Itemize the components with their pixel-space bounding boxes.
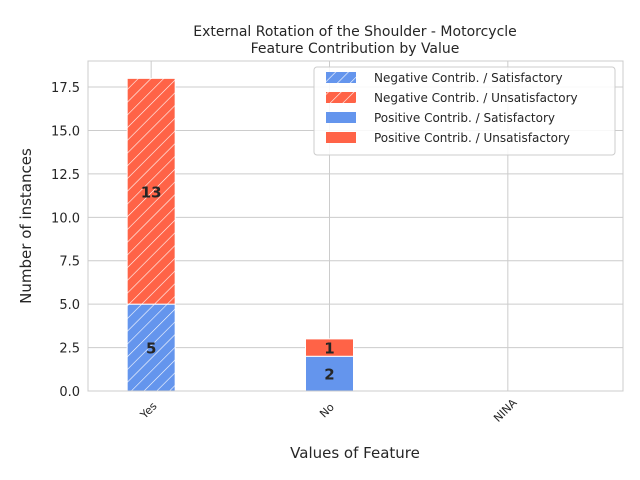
chart-title: External Rotation of the Shoulder - Moto… [193,24,517,40]
y-axis-label: Number of instances [17,148,35,304]
legend-label: Positive Contrib. / Unsatisfactory [374,131,570,145]
bar-hatch [127,78,176,305]
legend-label: Negative Contrib. / Satisfactory [374,71,563,85]
y-tick-label: 5.0 [59,298,80,313]
chart-subtitle: Feature Contribution by Value [251,41,460,57]
legend-label: Positive Contrib. / Satisfactory [374,111,555,125]
bars [126,77,354,392]
legend-swatch [326,112,356,123]
y-tick-label: 17.5 [51,81,80,96]
y-axis-ticks: 0.0 2.5 5.0 7.5 10.0 12.5 15.0 17.5 [51,81,80,400]
bar [305,355,354,392]
legend-swatch-hatch [326,72,356,83]
legend-swatch-hatch [326,92,356,103]
plot-frame [87,60,624,392]
data-label: 13 [141,183,162,201]
y-tick-label: 10.0 [51,211,80,226]
y-tick-label: 15.0 [51,124,80,139]
legend-swatch [326,132,356,143]
y-tick-label: 0.0 [59,385,80,400]
y-tick-label: 12.5 [51,168,80,183]
legend-frame [313,66,616,156]
legend: Negative Contrib. / Satisfactory Negative… [313,66,616,156]
y-tick-label: 2.5 [59,342,80,357]
bar [305,338,354,357]
bar-hatch [127,304,176,391]
x-axis-label: Values of Feature [290,444,420,462]
data-label: 5 [146,340,156,358]
data-label: 2 [324,366,334,384]
y-tick-label: 7.5 [59,255,80,270]
legend-label: Negative Contrib. / Unsatisfactory [374,91,578,105]
data-label: 1 [324,340,334,358]
